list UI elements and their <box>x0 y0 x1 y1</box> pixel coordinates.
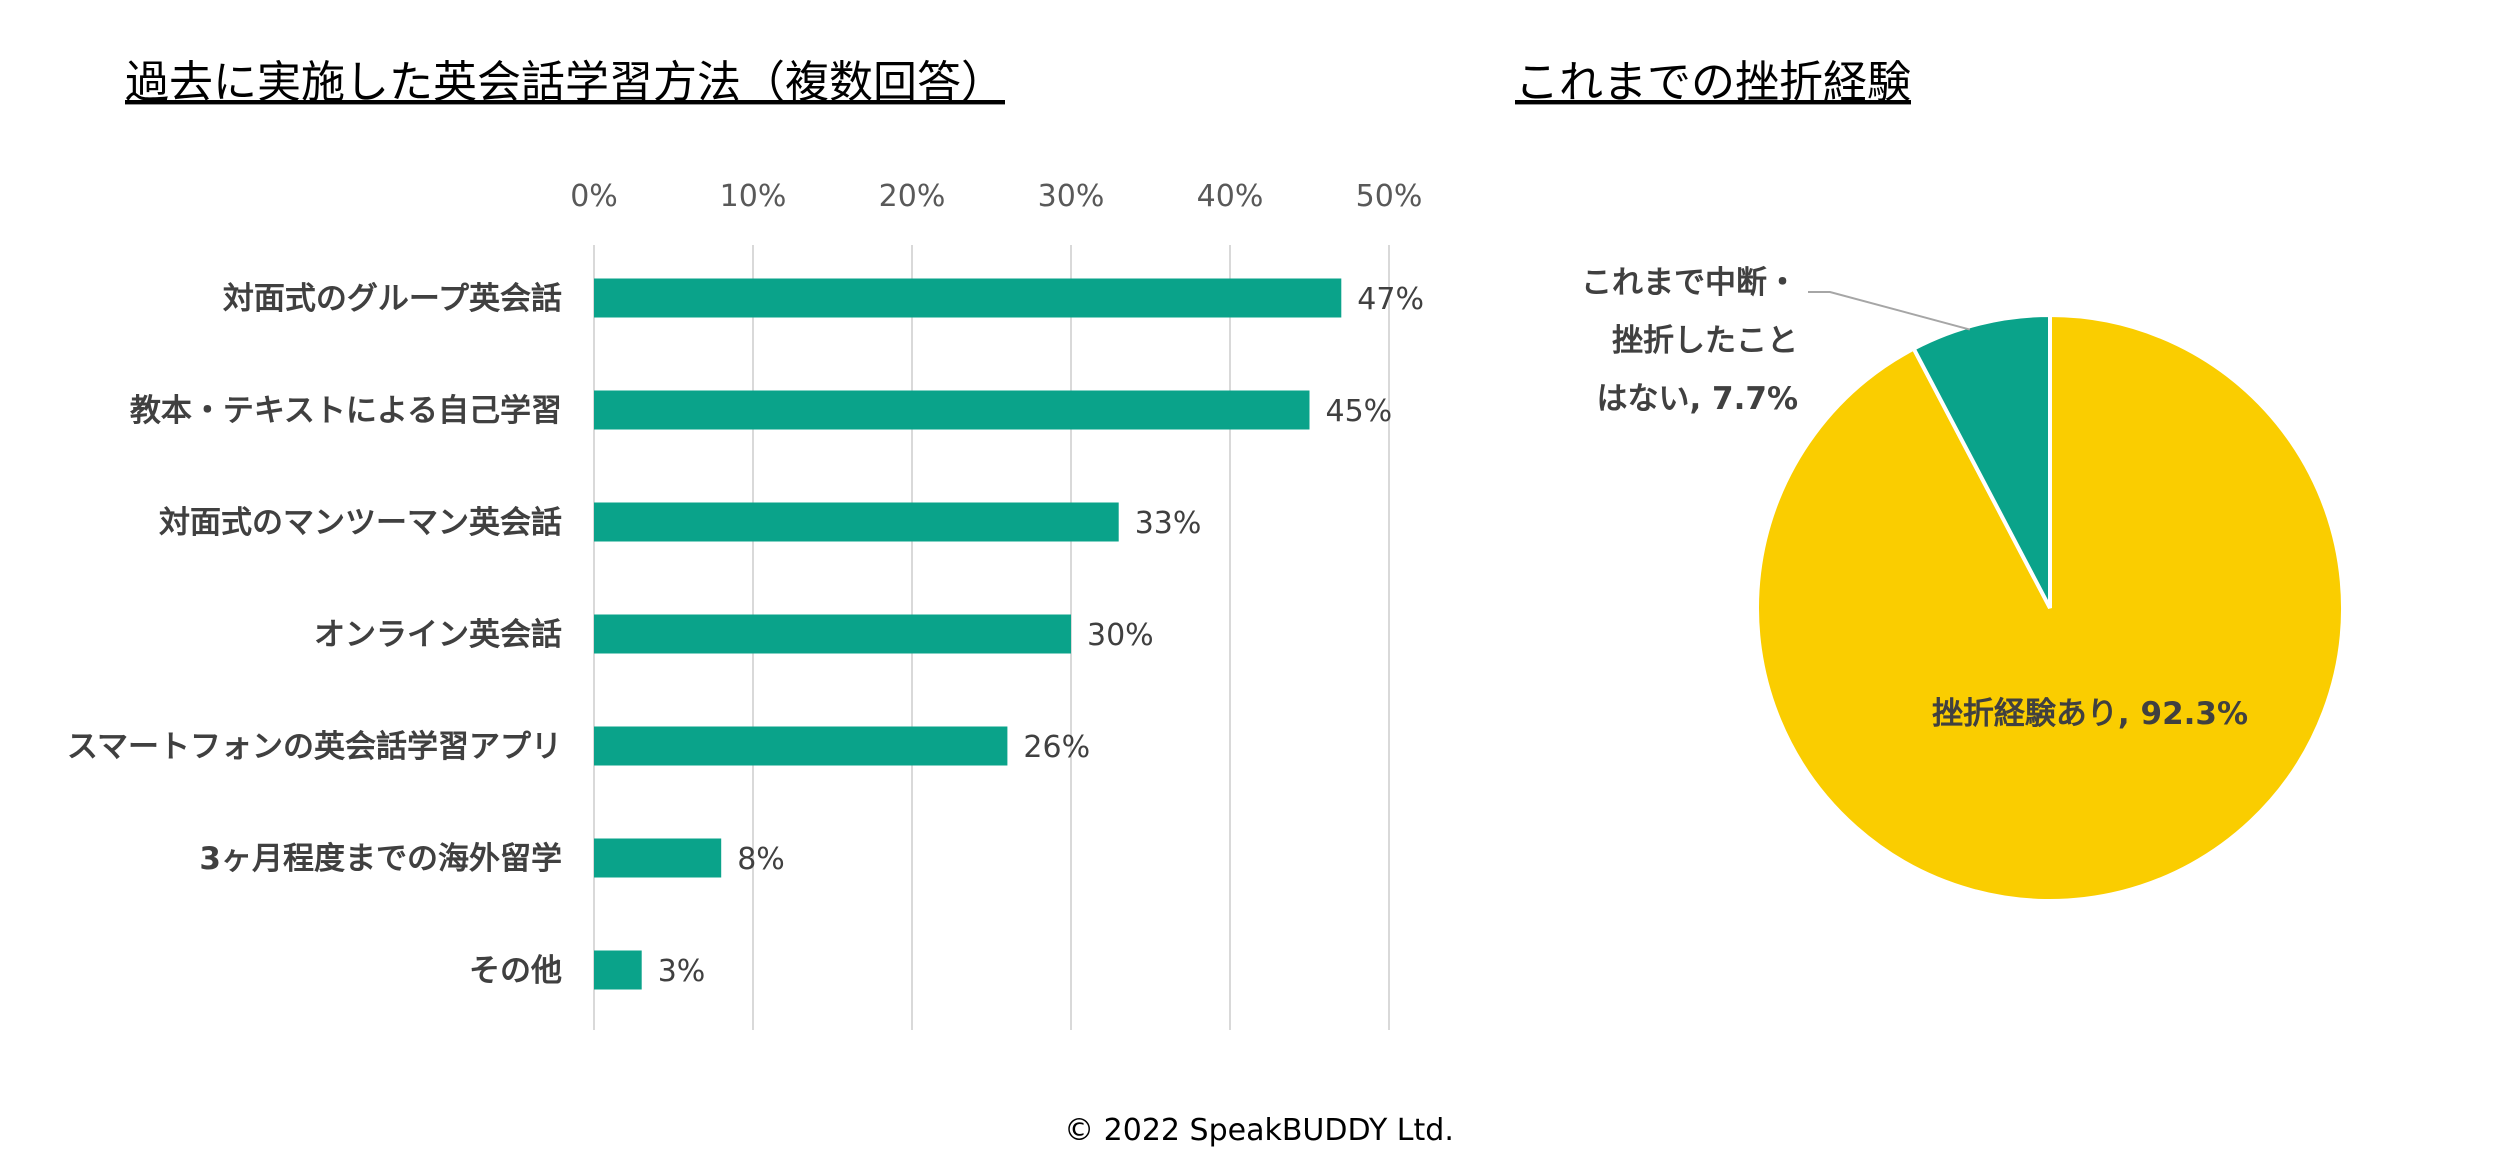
bar <box>594 502 1119 542</box>
bar <box>594 614 1071 654</box>
x-tick-label: 20% <box>879 179 946 214</box>
bar-value-label: 30% <box>1087 618 1154 653</box>
pie-label-not-frustrated: 挫折したこと <box>1612 323 1798 359</box>
pie-chart-title: これまでの挫折経験 <box>1515 57 1911 108</box>
x-tick-label: 40% <box>1197 179 1264 214</box>
bar-value-label: 8% <box>737 842 785 877</box>
category-label: 対面式のマンツーマン英会話 <box>159 505 562 541</box>
copyright-footer: © 2022 SpeakBUDDY Ltd. <box>1064 1113 1454 1148</box>
bar-chart-title: 過去に実施した英会話学習方法（複数回答） <box>125 57 1005 108</box>
category-label: 対面式のグループ英会話 <box>223 281 562 317</box>
bar-value-label: 45% <box>1326 394 1393 429</box>
x-tick-label: 0% <box>570 179 618 214</box>
x-tick-label: 30% <box>1038 179 1105 214</box>
bar <box>594 390 1310 430</box>
bar-chart: 0% 10% 20% 30% 40% 50% 対面式のグループ英会話 47% 教本・テキストによ… <box>67 179 1424 1030</box>
bar-value-label: 47% <box>1357 282 1424 317</box>
category-label: スマートフォンの英会話学習アプリ <box>67 729 562 765</box>
pie-label-not-frustrated: これまで中断・ <box>1581 265 1798 301</box>
x-tick-label: 10% <box>720 179 787 214</box>
category-label: 教本・テキストによる自己学習 <box>130 393 562 429</box>
bar-value-label: 33% <box>1135 506 1202 541</box>
bar <box>594 950 642 990</box>
bar-value-label: 3% <box>658 954 706 989</box>
category-label: 3ヶ月程度までの海外留学 <box>199 841 562 877</box>
bar-value-label: 26% <box>1023 730 1090 765</box>
bar <box>594 278 1342 318</box>
bar <box>594 838 722 878</box>
bar <box>594 726 1008 766</box>
x-tick-label: 50% <box>1356 179 1423 214</box>
pie-slice-not-frustrated <box>1911 312 2052 609</box>
category-label: その他 <box>469 953 562 989</box>
category-label: オンライン英会話 <box>314 617 562 653</box>
pie-label-frustrated: 挫折経験あり, 92.3% <box>1932 696 2248 732</box>
pie-leader-line <box>1808 291 1971 331</box>
pie-label-not-frustrated: はない, 7.7% <box>1596 381 1798 417</box>
